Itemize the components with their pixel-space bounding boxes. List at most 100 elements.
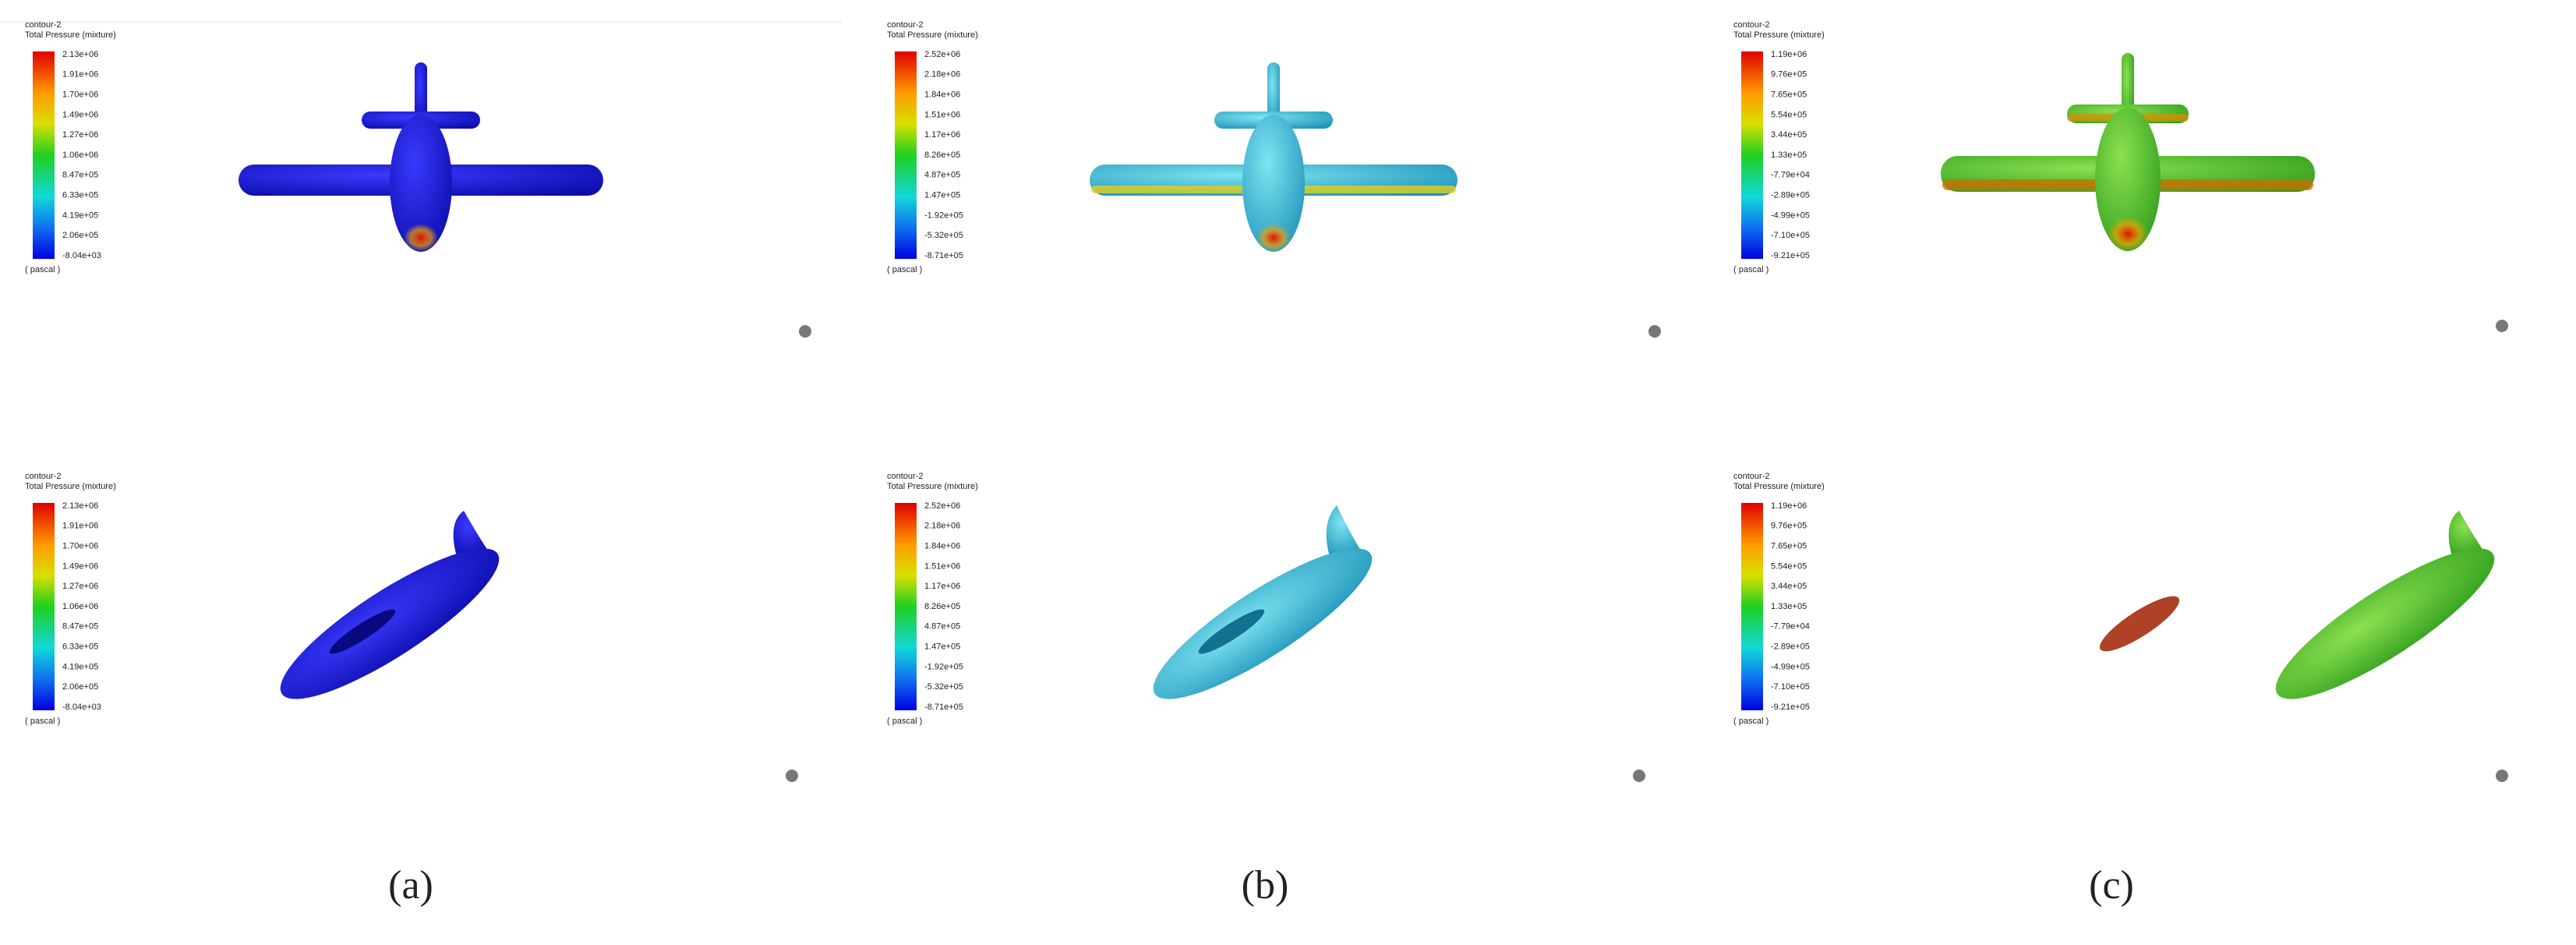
- colorbar-tick-label: 1.91e+06: [62, 522, 98, 531]
- legend-unit: ( pascal ): [25, 717, 60, 726]
- colorbar-tick-label: 1.91e+06: [62, 70, 98, 80]
- colorbar-tick-label: 2.06e+05: [62, 682, 98, 692]
- colorbar-tick-label: 1.70e+06: [62, 542, 98, 551]
- colorbar-tick-label: 4.87e+05: [924, 622, 960, 632]
- colorbar-tick-label: 2.18e+06: [924, 522, 960, 531]
- colorbar: [33, 51, 55, 259]
- colorbar-tick-label: 4.19e+05: [62, 662, 98, 671]
- legend-unit: ( pascal ): [887, 265, 922, 274]
- colorbar-tick-label: 1.06e+06: [62, 602, 98, 611]
- colorbar-tick-label: 1.84e+06: [924, 90, 960, 100]
- colorbar-tick-label: -2.89e+05: [1771, 642, 1810, 652]
- colorbar-tick-label: 1.84e+06: [924, 542, 960, 551]
- plane-side-a: [280, 511, 500, 699]
- colorbar-tick-label: 2.52e+06: [924, 50, 960, 59]
- colorbar-tick-label: 1.51e+06: [924, 110, 960, 119]
- colorbar-tick-label: 1.49e+06: [62, 561, 98, 571]
- colorbar-tick-label: 8.47e+05: [62, 171, 98, 180]
- colorbar-tick-label: -7.10e+05: [1771, 231, 1810, 240]
- legend-subtitle: Total Pressure (mixture): [25, 482, 116, 491]
- plane-side-b: [1153, 505, 1373, 699]
- colorbar-tick-label: 8.26e+05: [924, 602, 960, 611]
- colorbar-tick-label: 1.47e+05: [924, 642, 960, 652]
- colorbar-tick-label: 2.13e+06: [62, 50, 98, 59]
- colorbar-tick-label: 4.19e+05: [62, 211, 98, 220]
- colorbar-tick-label: 2.06e+05: [62, 231, 98, 240]
- colorbar-tick-label: -1.92e+05: [924, 211, 963, 220]
- legend-title: contour-2: [25, 20, 61, 30]
- colorbar-tick-label: -4.99e+05: [1771, 662, 1810, 671]
- colorbar-tick-label: 1.27e+06: [62, 130, 98, 140]
- axis-triads: [786, 320, 2508, 782]
- colorbar-tick-label: 3.44e+05: [1771, 582, 1807, 591]
- colorbar-tick-label: 6.33e+05: [62, 642, 98, 652]
- colorbar-tick-label: -7.79e+04: [1771, 622, 1810, 632]
- colorbar-tick-label: 7.65e+05: [1771, 542, 1807, 551]
- legend-subtitle: Total Pressure (mixture): [1733, 30, 1825, 40]
- colorbar-tick-label: -7.10e+05: [1771, 682, 1810, 692]
- colorbar-tick-label: 1.19e+06: [1771, 501, 1807, 511]
- colorbar-tick-label: -8.04e+03: [62, 251, 101, 260]
- plane-top-a: [239, 62, 603, 252]
- colorbar: [33, 503, 55, 710]
- colorbar-tick-label: 1.19e+06: [1771, 50, 1807, 59]
- colorbar-tick-label: 1.06e+06: [62, 150, 98, 160]
- colorbar: [1741, 503, 1763, 710]
- colorbar-tick-label: 5.54e+05: [1771, 110, 1807, 119]
- colorbar-tick-label: -5.32e+05: [924, 231, 963, 240]
- legend-unit: ( pascal ): [1733, 717, 1769, 726]
- colorbar-tick-label: 7.65e+05: [1771, 90, 1807, 100]
- colorbar-tick-label: -2.89e+05: [1771, 191, 1810, 200]
- legend-title: contour-2: [1733, 472, 1769, 481]
- colorbar: [1741, 51, 1763, 259]
- colorbar-tick-label: 1.17e+06: [924, 582, 960, 591]
- legend-title: contour-2: [25, 472, 61, 481]
- legend-title: contour-2: [887, 472, 923, 481]
- colorbar-tick-label: 1.33e+05: [1771, 602, 1807, 611]
- legend-subtitle: Total Pressure (mixture): [887, 30, 978, 40]
- colorbar: [895, 51, 917, 259]
- panel-caption: (b): [1242, 863, 1289, 908]
- colorbar-tick-label: 1.47e+05: [924, 191, 960, 200]
- colorbar-tick-label: -8.71e+05: [924, 703, 963, 712]
- legend-subtitle: Total Pressure (mixture): [887, 482, 978, 491]
- plane-top-b: [1090, 62, 1458, 252]
- colorbar-tick-label: 1.70e+06: [62, 90, 98, 100]
- legend-title: contour-2: [887, 20, 923, 30]
- colorbar-tick-label: 4.87e+05: [924, 171, 960, 180]
- colorbar-tick-label: -8.71e+05: [924, 251, 963, 260]
- colorbar-tick-label: 2.13e+06: [62, 501, 98, 511]
- colorbar: [895, 503, 917, 710]
- legend-unit: ( pascal ): [25, 265, 60, 274]
- legend-title: contour-2: [1733, 20, 1769, 30]
- plane-top-c: [1941, 53, 2315, 251]
- colorbar-tick-label: 2.52e+06: [924, 501, 960, 511]
- colorbar-tick-label: -4.99e+05: [1771, 211, 1810, 220]
- colorbar-tick-label: -9.21e+05: [1771, 703, 1810, 712]
- legend-subtitle: Total Pressure (mixture): [1733, 482, 1825, 491]
- colorbar-tick-label: -5.32e+05: [924, 682, 963, 692]
- colorbar-tick-label: 1.33e+05: [1771, 150, 1807, 160]
- panel-caption: (c): [2089, 863, 2134, 908]
- colorbar-tick-label: -8.04e+03: [62, 703, 101, 712]
- colorbar-tick-label: 1.49e+06: [62, 110, 98, 119]
- colorbar-tick-label: 1.51e+06: [924, 561, 960, 571]
- legend-unit: ( pascal ): [1733, 265, 1769, 274]
- colorbar-tick-label: 9.76e+05: [1771, 70, 1807, 80]
- colorbar-tick-label: 8.47e+05: [62, 622, 98, 632]
- legend-unit: ( pascal ): [887, 717, 922, 726]
- panel-caption: (a): [388, 863, 433, 908]
- colorbar-tick-label: -9.21e+05: [1771, 251, 1810, 260]
- colorbar-tick-label: 9.76e+05: [1771, 522, 1807, 531]
- colorbar-tick-label: 3.44e+05: [1771, 130, 1807, 140]
- colorbar-tick-label: 8.26e+05: [924, 150, 960, 160]
- colorbar-tick-label: 1.27e+06: [62, 582, 98, 591]
- colorbar-tick-label: 5.54e+05: [1771, 561, 1807, 571]
- colorbar-tick-label: 6.33e+05: [62, 191, 98, 200]
- colorbar-tick-label: -1.92e+05: [924, 662, 963, 671]
- colorbar-tick-label: -7.79e+04: [1771, 171, 1810, 180]
- colorbar-tick-label: 2.18e+06: [924, 70, 960, 80]
- legend-subtitle: Total Pressure (mixture): [25, 30, 116, 40]
